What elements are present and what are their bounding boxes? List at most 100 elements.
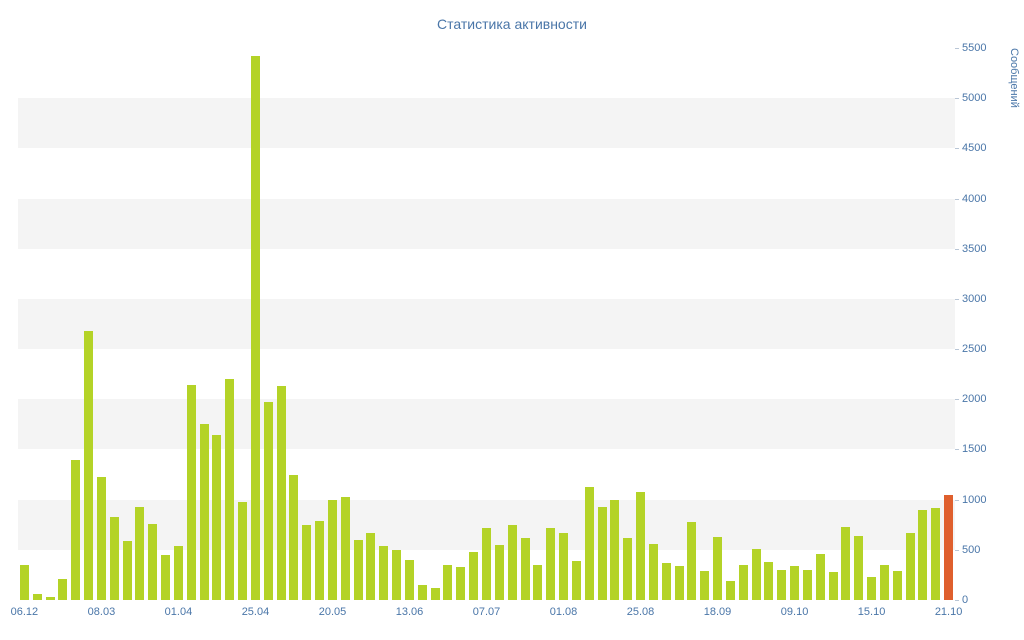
grid-band bbox=[18, 198, 955, 249]
bar bbox=[71, 459, 81, 600]
x-tick-label: 01.04 bbox=[164, 606, 193, 618]
x-tick-label: 13.06 bbox=[395, 606, 424, 618]
bar bbox=[494, 544, 504, 600]
bar bbox=[841, 526, 851, 600]
bar bbox=[315, 520, 325, 600]
bar bbox=[636, 491, 646, 600]
bar bbox=[32, 593, 42, 600]
x-tick-label: 01.08 bbox=[549, 606, 578, 618]
plot-area bbox=[18, 48, 955, 600]
bar bbox=[802, 569, 812, 600]
bar bbox=[905, 532, 915, 600]
y-tick-label: 3000 bbox=[962, 292, 987, 305]
bar bbox=[443, 564, 453, 600]
bar bbox=[225, 379, 235, 600]
bar bbox=[738, 564, 748, 600]
bar bbox=[96, 476, 106, 600]
grid-band bbox=[18, 399, 955, 450]
bar bbox=[276, 386, 286, 600]
x-tick-label: 25.08 bbox=[626, 606, 655, 618]
y-tick-mark bbox=[955, 600, 959, 601]
bar bbox=[751, 548, 761, 600]
bar bbox=[392, 549, 402, 600]
bar-highlighted bbox=[944, 494, 954, 600]
x-tick-label: 20.05 bbox=[318, 606, 347, 618]
bar bbox=[238, 501, 248, 600]
bar bbox=[828, 571, 838, 600]
x-tick-label: 06.12 bbox=[10, 606, 39, 618]
y-tick-label: 5500 bbox=[962, 42, 987, 54]
bar bbox=[687, 521, 697, 600]
y-tick-mark bbox=[955, 48, 959, 49]
bar bbox=[122, 540, 132, 600]
bar bbox=[404, 559, 414, 600]
y-tick-label: 4500 bbox=[962, 142, 987, 155]
x-tick-label: 09.10 bbox=[780, 606, 809, 618]
y-tick-mark bbox=[955, 499, 959, 501]
bar bbox=[725, 580, 735, 600]
bar bbox=[790, 565, 800, 600]
bar bbox=[109, 516, 119, 600]
y-axis-title: Сообщений bbox=[1008, 48, 1020, 108]
bar bbox=[302, 524, 312, 600]
x-tick-label: 15.10 bbox=[857, 606, 886, 618]
bar bbox=[379, 545, 389, 600]
bar bbox=[713, 536, 723, 600]
y-tick-label: 2000 bbox=[962, 393, 987, 406]
bar bbox=[430, 587, 440, 600]
bar bbox=[571, 560, 581, 600]
bar bbox=[610, 499, 620, 600]
y-tick-mark bbox=[955, 449, 959, 451]
y-tick-label: 500 bbox=[962, 543, 981, 556]
bar bbox=[700, 570, 710, 600]
y-tick-mark bbox=[955, 298, 959, 300]
y-tick-label: 2500 bbox=[962, 343, 987, 356]
y-tick-label: 1000 bbox=[962, 493, 987, 506]
x-tick-label: 08.03 bbox=[87, 606, 116, 618]
x-tick-label: 25.04 bbox=[241, 606, 270, 618]
bar bbox=[84, 331, 94, 600]
y-tick-mark bbox=[955, 399, 959, 401]
bar bbox=[648, 543, 658, 600]
bar bbox=[58, 578, 68, 600]
bar bbox=[520, 537, 530, 600]
grid-band bbox=[18, 98, 955, 149]
bar bbox=[931, 507, 941, 600]
bar bbox=[867, 576, 877, 600]
y-tick-label: 0 bbox=[962, 594, 969, 606]
y-tick-label: 5000 bbox=[962, 92, 987, 105]
bar bbox=[45, 597, 55, 600]
bar bbox=[584, 486, 594, 600]
bar bbox=[327, 499, 337, 600]
bar bbox=[263, 402, 273, 600]
bar bbox=[161, 554, 171, 600]
bar bbox=[854, 535, 864, 600]
y-tick-mark bbox=[955, 98, 959, 100]
bar bbox=[19, 564, 29, 600]
bar bbox=[482, 527, 491, 600]
bar bbox=[918, 509, 928, 600]
chart-title: Статистика активности bbox=[437, 16, 587, 32]
bar bbox=[597, 506, 607, 600]
bar bbox=[212, 435, 222, 600]
bar bbox=[289, 474, 299, 600]
bar bbox=[456, 566, 466, 600]
y-tick-label: 4000 bbox=[962, 192, 987, 205]
bar bbox=[777, 569, 787, 600]
y-tick-mark bbox=[955, 248, 959, 250]
bar bbox=[148, 523, 158, 600]
bar bbox=[186, 385, 196, 600]
bar bbox=[135, 506, 145, 600]
x-tick-label: 18.09 bbox=[703, 606, 732, 618]
bar bbox=[879, 564, 889, 600]
x-tick-label: 07.07 bbox=[472, 606, 501, 618]
bar bbox=[674, 565, 684, 600]
bar bbox=[353, 539, 363, 600]
bar bbox=[559, 532, 568, 600]
bar bbox=[173, 545, 183, 600]
bar bbox=[892, 570, 902, 600]
y-tick-mark bbox=[955, 549, 959, 551]
grid-band bbox=[18, 298, 955, 350]
y-tick-label: 1500 bbox=[962, 443, 987, 456]
